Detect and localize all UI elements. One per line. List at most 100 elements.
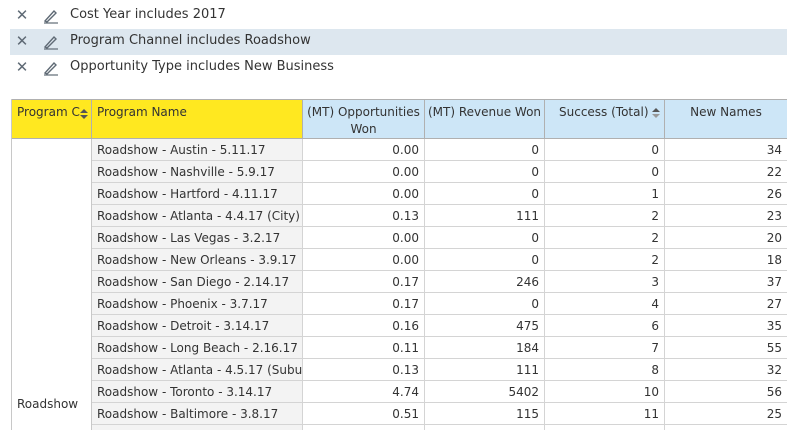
revenue-won-cell: 0 [425, 293, 545, 315]
header-program-channel[interactable]: Program C [12, 99, 92, 139]
revenue-won-cell [425, 425, 545, 430]
program-name-cell: Roadshow - Detroit - 3.14.17 [92, 315, 303, 337]
success-total-cell [545, 425, 665, 430]
new-names-cell: 20 [665, 227, 787, 249]
opportunities-won-cell: 0.17 [303, 293, 425, 315]
revenue-won-cell: 115 [425, 403, 545, 425]
program-name-cell: Roadshow - San Diego - 2.14.17 [92, 271, 303, 293]
header-label: (MT) Opportunities Won [307, 105, 420, 136]
new-names-cell: 22 [665, 161, 787, 183]
success-total-cell: 1 [545, 183, 665, 205]
opportunities-won-cell: 0.51 [303, 403, 425, 425]
table-row[interactable]: Roadshow - San Diego - 2.14.17 0.17 246 3 37 [92, 271, 787, 293]
group-label: Roadshow [17, 397, 79, 411]
success-total-cell: 8 [545, 359, 665, 381]
program-name-cell [92, 425, 303, 430]
table-row[interactable]: Roadshow - Hartford - 4.11.17 0.00 0 1 26 [92, 183, 787, 205]
header-new-names[interactable]: New Names [665, 99, 787, 139]
revenue-won-cell: 111 [425, 205, 545, 227]
close-icon[interactable]: ✕ [15, 58, 29, 76]
table-row[interactable]: Roadshow - Nashville - 5.9.17 0.00 0 0 22 [92, 161, 787, 183]
program-name-cell: Roadshow - Toronto - 3.14.17 [92, 381, 303, 403]
pencil-icon[interactable] [42, 34, 60, 50]
new-names-cell: 37 [665, 271, 787, 293]
pencil-icon[interactable] [42, 8, 60, 24]
new-names-cell: 32 [665, 359, 787, 381]
opportunities-won-cell: 0.00 [303, 227, 425, 249]
revenue-won-cell: 475 [425, 315, 545, 337]
success-total-cell: 0 [545, 139, 665, 161]
table-row[interactable]: Roadshow - Las Vegas - 3.2.17 0.00 0 2 20 [92, 227, 787, 249]
success-total-cell: 2 [545, 205, 665, 227]
success-total-cell: 0 [545, 161, 665, 183]
program-name-cell: Roadshow - Atlanta - 4.5.17 (Suburbs [92, 359, 303, 381]
table-row[interactable]: Roadshow - Long Beach - 2.16.17 0.11 184 7 5… [92, 337, 787, 359]
new-names-cell: 26 [665, 183, 787, 205]
program-name-cell: Roadshow - Long Beach - 2.16.17 [92, 337, 303, 359]
revenue-won-cell: 0 [425, 139, 545, 161]
opportunities-won-cell: 0.17 [303, 271, 425, 293]
revenue-won-cell: 5402 [425, 381, 545, 403]
header-label: New Names [690, 105, 762, 119]
close-icon[interactable]: ✕ [15, 6, 29, 24]
group-cell-program-channel: Roadshow [12, 139, 92, 430]
new-names-cell: 34 [665, 139, 787, 161]
opportunities-won-cell: 0.00 [303, 249, 425, 271]
table-row[interactable]: Roadshow - Atlanta - 4.5.17 (Suburbs 0.13… [92, 359, 787, 381]
table-row[interactable]: Roadshow - Phoenix - 3.7.17 0.17 0 4 27 [92, 293, 787, 315]
program-name-cell: Roadshow - New Orleans - 3.9.17 [92, 249, 303, 271]
table-row[interactable]: Roadshow - Atlanta - 4.4.17 (City) 0.13 11… [92, 205, 787, 227]
opportunities-won-cell [303, 425, 425, 430]
new-names-cell: 23 [665, 205, 787, 227]
success-total-cell: 7 [545, 337, 665, 359]
table-row[interactable]: Roadshow - Austin - 5.11.17 0.00 0 0 34 [92, 139, 787, 161]
success-total-cell: 6 [545, 315, 665, 337]
success-total-cell: 2 [545, 227, 665, 249]
filter-label: Program Channel includes Roadshow [70, 33, 311, 48]
header-success-total[interactable]: Success (Total) [545, 99, 665, 139]
pencil-icon[interactable] [42, 60, 60, 76]
success-total-cell: 2 [545, 249, 665, 271]
header-label: Success (Total) [559, 105, 649, 119]
sort-icon[interactable] [80, 108, 88, 120]
success-total-cell: 11 [545, 403, 665, 425]
revenue-won-cell: 0 [425, 227, 545, 249]
filter-opportunity-type[interactable]: ✕ Opportunity Type includes New Business [10, 55, 787, 81]
revenue-won-cell: 0 [425, 161, 545, 183]
program-name-cell: Roadshow - Atlanta - 4.4.17 (City) [92, 205, 303, 227]
opportunities-won-cell: 0.00 [303, 139, 425, 161]
table-row[interactable]: Roadshow - Detroit - 3.14.17 0.16 475 6 35 [92, 315, 787, 337]
new-names-cell: 55 [665, 337, 787, 359]
results-table: Program C Program Name (MT) Opportunitie… [11, 99, 787, 430]
filter-label: Opportunity Type includes New Business [70, 59, 334, 74]
opportunities-won-cell: 4.74 [303, 381, 425, 403]
filter-program-channel[interactable]: ✕ Program Channel includes Roadshow [10, 29, 787, 55]
opportunities-won-cell: 0.00 [303, 161, 425, 183]
header-revenue-won[interactable]: (MT) Revenue Won [425, 99, 545, 139]
close-icon[interactable]: ✕ [15, 32, 29, 50]
opportunities-won-cell: 0.16 [303, 315, 425, 337]
opportunities-won-cell: 0.13 [303, 205, 425, 227]
table-row[interactable] [92, 425, 787, 430]
header-label: Program Name [97, 105, 187, 119]
filter-list: ✕ Cost Year includes 2017 ✕ Program Chan… [0, 3, 787, 81]
opportunities-won-cell: 0.13 [303, 359, 425, 381]
table-row[interactable]: Roadshow - Baltimore - 3.8.17 0.51 115 11 25 [92, 403, 787, 425]
revenue-won-cell: 246 [425, 271, 545, 293]
revenue-won-cell: 111 [425, 359, 545, 381]
revenue-won-cell: 184 [425, 337, 545, 359]
opportunities-won-cell: 0.11 [303, 337, 425, 359]
new-names-cell: 56 [665, 381, 787, 403]
header-label: (MT) Revenue Won [427, 105, 542, 119]
revenue-won-cell: 0 [425, 183, 545, 205]
table-row[interactable]: Roadshow - Toronto - 3.14.17 4.74 5402 10 56 [92, 381, 787, 403]
header-opportunities-won[interactable]: (MT) Opportunities Won [303, 99, 425, 139]
table-row[interactable]: Roadshow - New Orleans - 3.9.17 0.00 0 2 18 [92, 249, 787, 271]
header-label: Program C [17, 105, 80, 119]
sort-icon[interactable] [652, 107, 660, 119]
program-name-cell: Roadshow - Nashville - 5.9.17 [92, 161, 303, 183]
filter-cost-year[interactable]: ✕ Cost Year includes 2017 [10, 3, 787, 29]
new-names-cell: 35 [665, 315, 787, 337]
header-program-name[interactable]: Program Name [92, 99, 303, 139]
new-names-cell: 25 [665, 403, 787, 425]
